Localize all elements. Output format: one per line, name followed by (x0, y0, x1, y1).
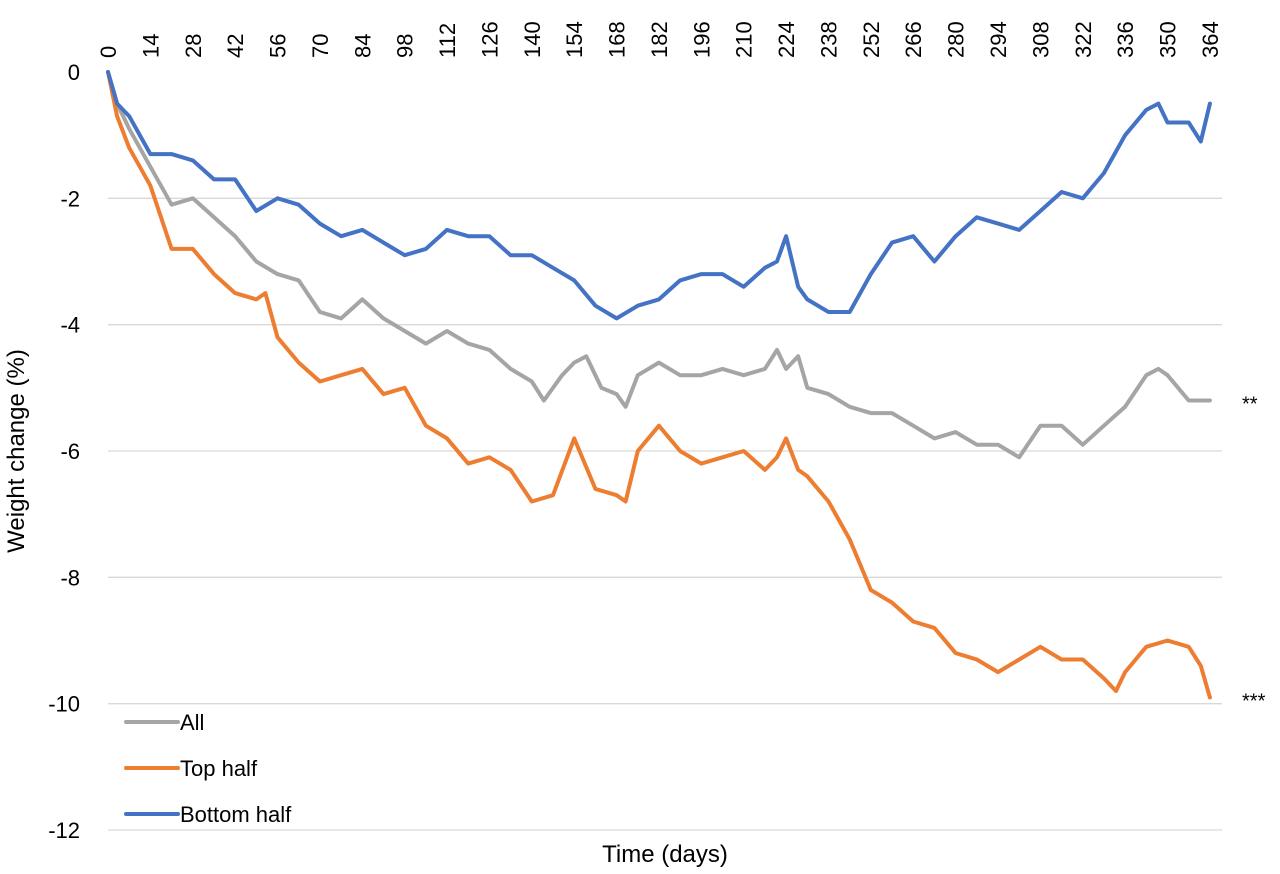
y-tick-label: -2 (60, 186, 80, 211)
legend-label: Bottom half (180, 802, 292, 827)
x-tick-label: 84 (350, 34, 375, 58)
x-tick-label: 70 (308, 34, 333, 58)
series-line-bottom-half (106, 70, 1212, 321)
x-tick-label: 252 (859, 21, 884, 58)
y-tick-label: -6 (60, 439, 80, 464)
x-tick-label: 168 (605, 21, 630, 58)
x-tick-label: 126 (477, 21, 502, 58)
series-line-top-half (106, 70, 1212, 700)
x-tick-label: 98 (393, 34, 418, 58)
legend-label: All (180, 710, 204, 735)
x-tick-label: 336 (1113, 21, 1138, 58)
legend-label: Top half (180, 756, 258, 781)
x-tick-label: 322 (1071, 21, 1096, 58)
x-tick-label: 154 (562, 21, 587, 58)
x-tick-label: 350 (1156, 21, 1181, 58)
x-tick-label: 0 (96, 46, 121, 58)
x-tick-label: 364 (1198, 21, 1223, 58)
x-tick-label: 266 (901, 21, 926, 58)
x-tick-label: 224 (774, 21, 799, 58)
x-tick-label: 238 (816, 21, 841, 58)
y-tick-label: -10 (48, 692, 80, 717)
x-tick-label: 196 (689, 21, 714, 58)
x-tick-label: 140 (520, 21, 545, 58)
x-tick-label: 182 (647, 21, 672, 58)
significance-annotation: ** (1242, 393, 1258, 415)
x-tick-label: 14 (138, 34, 163, 58)
x-tick-label: 42 (223, 34, 248, 58)
x-tick-label: 112 (435, 23, 460, 58)
y-tick-label: -8 (60, 565, 80, 590)
y-tick-label: -12 (48, 818, 80, 843)
significance-annotation: *** (1242, 690, 1266, 712)
y-axis-title: Weight change (%) (3, 349, 30, 553)
x-tick-label: 210 (732, 21, 757, 58)
y-tick-label: 0 (68, 60, 80, 85)
series-line-all (106, 70, 1212, 460)
x-tick-label: 280 (944, 21, 969, 58)
x-tick-label: 308 (1028, 21, 1053, 58)
x-tick-label: 294 (986, 21, 1011, 58)
x-axis-title: Time (days) (602, 841, 728, 868)
x-tick-label: 56 (266, 34, 291, 58)
y-tick-label: -4 (60, 313, 80, 338)
x-tick-label: 28 (181, 34, 206, 58)
